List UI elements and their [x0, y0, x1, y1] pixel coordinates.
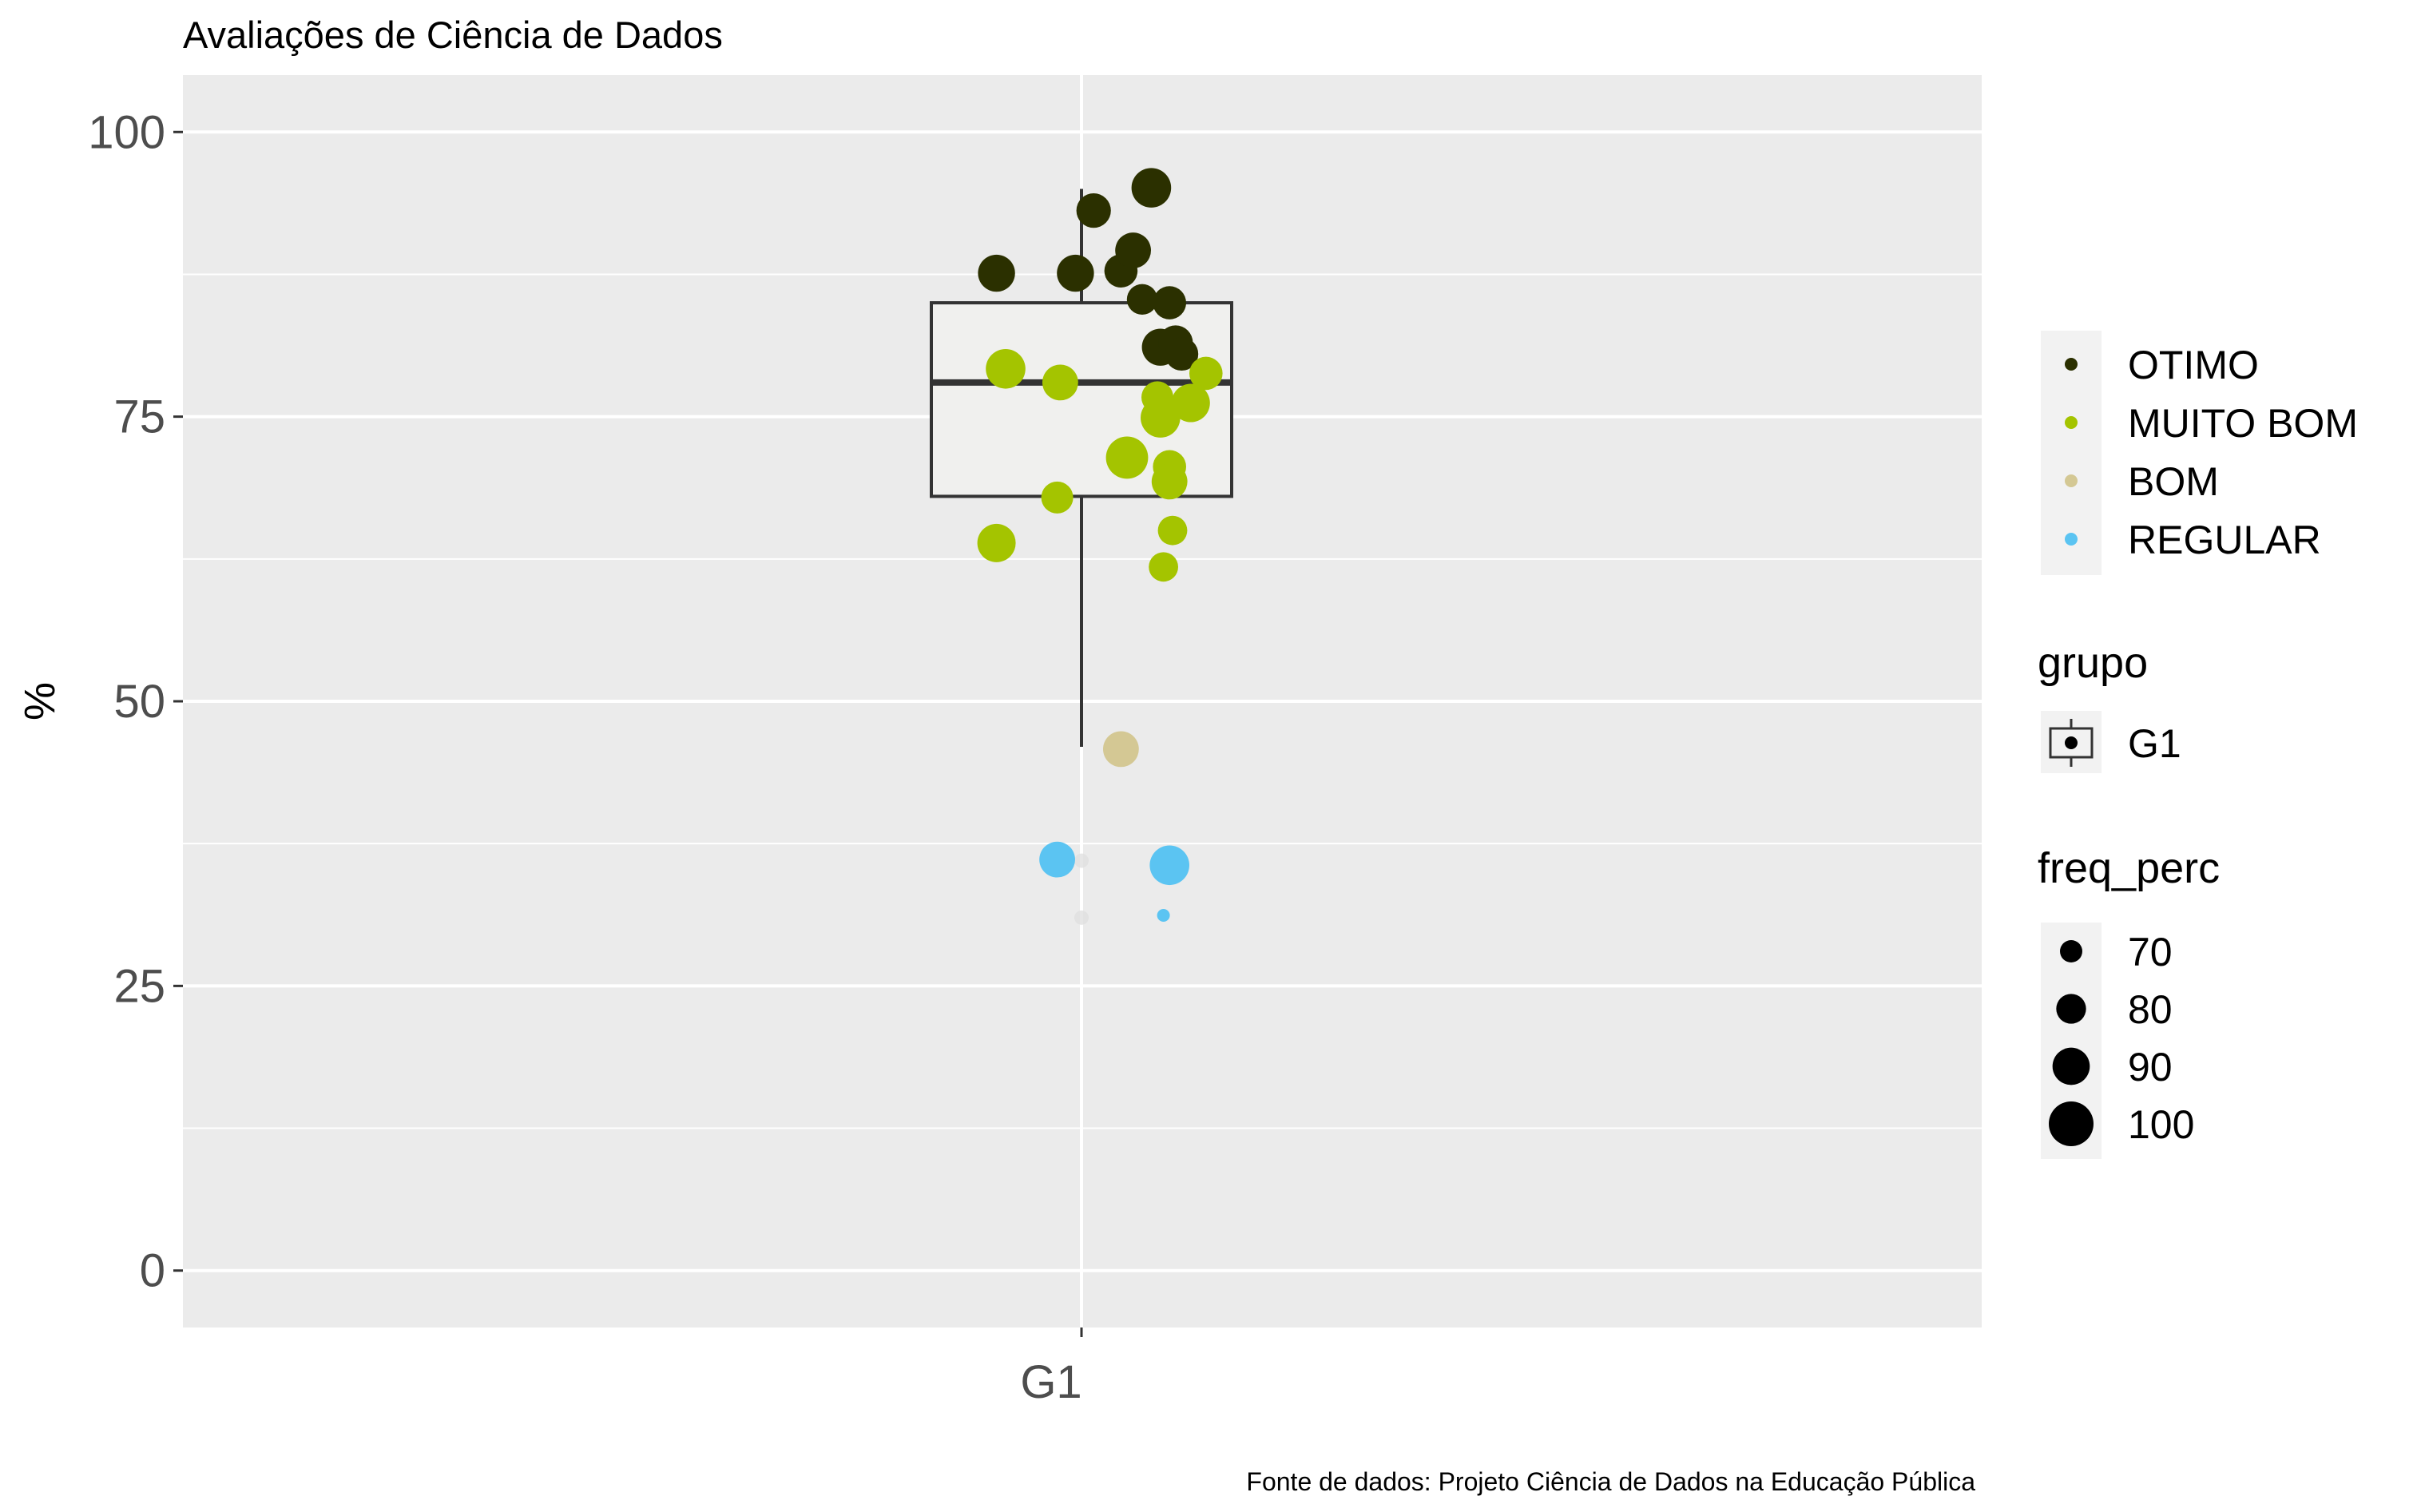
- size-legend-label: 90: [2128, 1045, 2173, 1089]
- data-point-otimo: [1115, 232, 1151, 268]
- source-caption: Fonte de dados: Projeto Ciência de Dados…: [1246, 1467, 1975, 1496]
- data-point-muito-bom: [1171, 383, 1210, 423]
- color-legend-key: [2065, 358, 2078, 371]
- size-legend-label: 80: [2128, 987, 2173, 1032]
- color-legend-label: MUITO BOM: [2128, 401, 2358, 446]
- faint-point: [1074, 853, 1089, 868]
- size-legend-label: 70: [2128, 930, 2173, 974]
- size-legend-title: freq_perc: [2038, 844, 2220, 892]
- data-point-muito-bom: [1151, 463, 1188, 500]
- data-point-muito-bom: [986, 348, 1026, 389]
- chart-title: Avaliações de Ciência de Dados: [183, 14, 723, 56]
- data-point-muito-bom: [1041, 481, 1074, 514]
- data-point-regular: [1157, 908, 1170, 922]
- color-legend-key: [2065, 533, 2078, 546]
- data-point-otimo: [1153, 286, 1186, 319]
- data-point-otimo: [978, 254, 1015, 292]
- data-point-muito-bom: [1189, 356, 1223, 391]
- data-point-otimo: [1076, 193, 1111, 228]
- y-tick-label: 75: [113, 391, 165, 443]
- group-legend-dot: [2065, 736, 2078, 749]
- color-legend-key: [2065, 416, 2078, 429]
- color-legend-label: REGULAR: [2128, 518, 2321, 562]
- color-legend: OTIMO MUITO BOM BOM REGULAR: [2041, 331, 2358, 575]
- data-point-otimo: [1057, 254, 1094, 292]
- data-point-muito-bom: [1149, 552, 1178, 582]
- faint-points: [1074, 853, 1089, 925]
- size-legend-key: [2052, 1047, 2090, 1085]
- size-legend: freq_perc 70 80 90 100: [2038, 844, 2220, 1159]
- size-legend-key: [2049, 1101, 2094, 1146]
- data-point-muito-bom: [1141, 398, 1181, 438]
- data-point-bom: [1103, 731, 1139, 768]
- data-point-otimo: [1126, 284, 1158, 315]
- y-tick-label: 0: [140, 1245, 165, 1297]
- group-legend: grupo G1: [2038, 639, 2181, 773]
- size-legend-label: 100: [2128, 1102, 2194, 1147]
- group-legend-title: grupo: [2038, 639, 2148, 687]
- color-legend-label: OTIMO: [2128, 343, 2259, 387]
- data-points: [977, 168, 1223, 922]
- size-legend-key: [2056, 994, 2086, 1024]
- y-axis-title: %: [16, 682, 64, 720]
- data-point-otimo: [1131, 168, 1172, 208]
- color-legend-label: BOM: [2128, 459, 2219, 504]
- y-tick-label: 25: [113, 960, 165, 1012]
- size-legend-key: [2060, 940, 2082, 962]
- data-point-muito-bom: [1042, 364, 1078, 401]
- x-tick-label: G1: [1020, 1356, 1082, 1408]
- y-axis: 0 25 50 75 100: [88, 106, 183, 1297]
- data-point-regular: [1149, 845, 1189, 886]
- group-legend-label: G1: [2128, 721, 2181, 766]
- data-point-muito-bom: [977, 523, 1016, 562]
- faint-point: [1074, 910, 1089, 925]
- data-point-muito-bom: [1157, 515, 1188, 546]
- data-point-muito-bom: [1105, 436, 1149, 479]
- y-tick-label: 50: [113, 676, 165, 728]
- color-legend-key: [2065, 474, 2078, 487]
- data-point-regular: [1039, 841, 1075, 878]
- data-point-otimo: [1165, 337, 1199, 371]
- y-tick-label: 100: [88, 106, 165, 158]
- x-axis: G1: [1020, 1327, 1083, 1408]
